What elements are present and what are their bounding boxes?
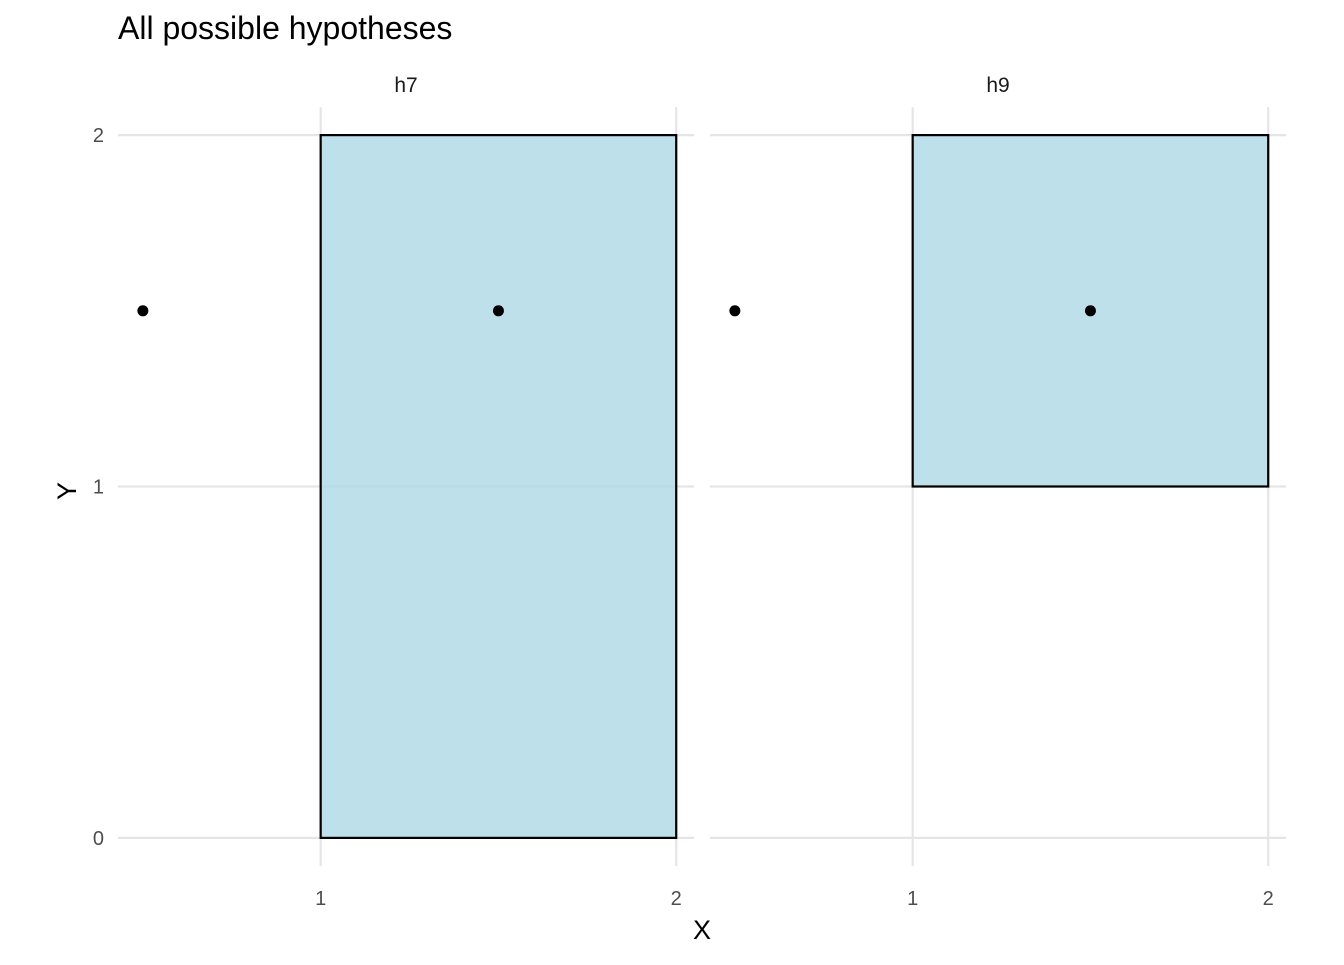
y-tick-label: 2: [93, 125, 104, 147]
facet-strip-label: h9: [986, 74, 1009, 97]
facet-panel-h9: h9 1 2: [710, 74, 1286, 910]
y-axis-ticks: 0 1 2: [93, 125, 104, 850]
y-tick-label: 1: [93, 477, 104, 499]
facet-panels: h7 1 2 h9 1 2: [118, 74, 1286, 910]
y-axis-title: Y: [52, 482, 82, 500]
facet-strip-label: h7: [394, 74, 417, 97]
y-tick-label: 0: [93, 828, 104, 850]
data-point: [492, 305, 504, 317]
x-tick-label: 2: [671, 888, 682, 910]
data-point: [137, 305, 149, 317]
x-axis-title: X: [693, 915, 711, 945]
x-tick-label: 2: [1263, 888, 1274, 910]
x-tick-label: 1: [315, 888, 326, 910]
chart-title: All possible hypotheses: [118, 10, 452, 46]
hypothesis-rectangle: [319, 134, 678, 839]
facet-panel-h7: h7 1 2: [118, 74, 694, 910]
data-point: [729, 305, 741, 317]
x-tick-label: 1: [907, 888, 918, 910]
data-point: [1084, 305, 1096, 317]
